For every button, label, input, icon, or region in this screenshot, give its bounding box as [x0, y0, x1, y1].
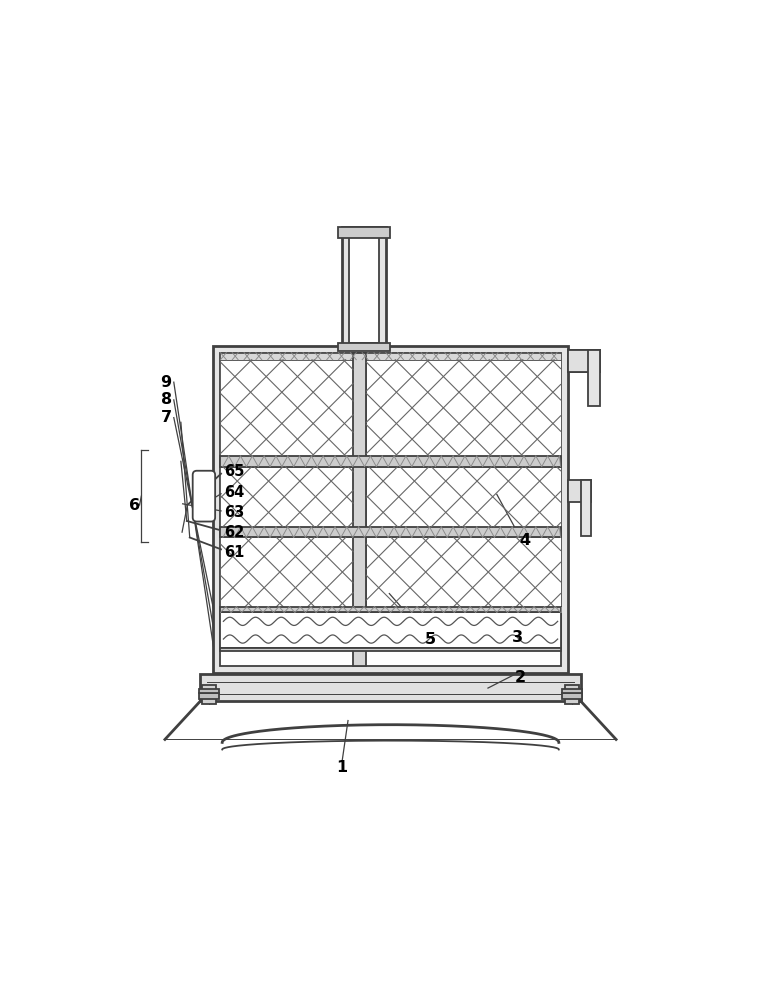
- Text: 6: 6: [130, 497, 140, 512]
- Text: 62: 62: [224, 525, 245, 540]
- Text: 2: 2: [515, 670, 526, 685]
- Bar: [220, 612, 561, 648]
- Bar: [568, 350, 600, 372]
- Bar: [202, 685, 216, 704]
- Text: 7: 7: [161, 410, 171, 425]
- Bar: [220, 537, 354, 607]
- Bar: [568, 480, 591, 502]
- Bar: [338, 343, 390, 351]
- Text: 63: 63: [224, 505, 245, 520]
- Bar: [220, 456, 561, 467]
- Bar: [367, 360, 561, 456]
- Bar: [367, 467, 561, 527]
- Bar: [199, 693, 219, 699]
- Bar: [220, 648, 561, 651]
- Bar: [220, 353, 561, 666]
- Bar: [338, 227, 390, 238]
- Bar: [367, 537, 561, 607]
- Bar: [199, 689, 219, 693]
- Bar: [220, 353, 561, 360]
- Bar: [562, 689, 582, 693]
- Bar: [220, 360, 354, 456]
- Bar: [354, 353, 367, 666]
- Bar: [349, 232, 379, 343]
- Bar: [220, 467, 354, 527]
- Text: 5: 5: [425, 632, 436, 647]
- Text: 61: 61: [224, 545, 245, 560]
- Bar: [220, 527, 561, 537]
- Bar: [220, 607, 561, 612]
- Bar: [581, 480, 591, 536]
- Bar: [213, 346, 568, 673]
- Text: 4: 4: [520, 533, 530, 548]
- Text: 9: 9: [161, 375, 171, 390]
- Bar: [588, 350, 600, 406]
- Bar: [342, 227, 386, 346]
- Text: 65: 65: [224, 464, 245, 479]
- FancyBboxPatch shape: [193, 471, 215, 522]
- Bar: [200, 674, 581, 701]
- Text: 3: 3: [512, 630, 523, 645]
- Bar: [562, 693, 582, 699]
- Text: 1: 1: [337, 760, 347, 775]
- Text: 8: 8: [161, 392, 171, 407]
- Text: 64: 64: [224, 485, 245, 500]
- Bar: [565, 685, 579, 704]
